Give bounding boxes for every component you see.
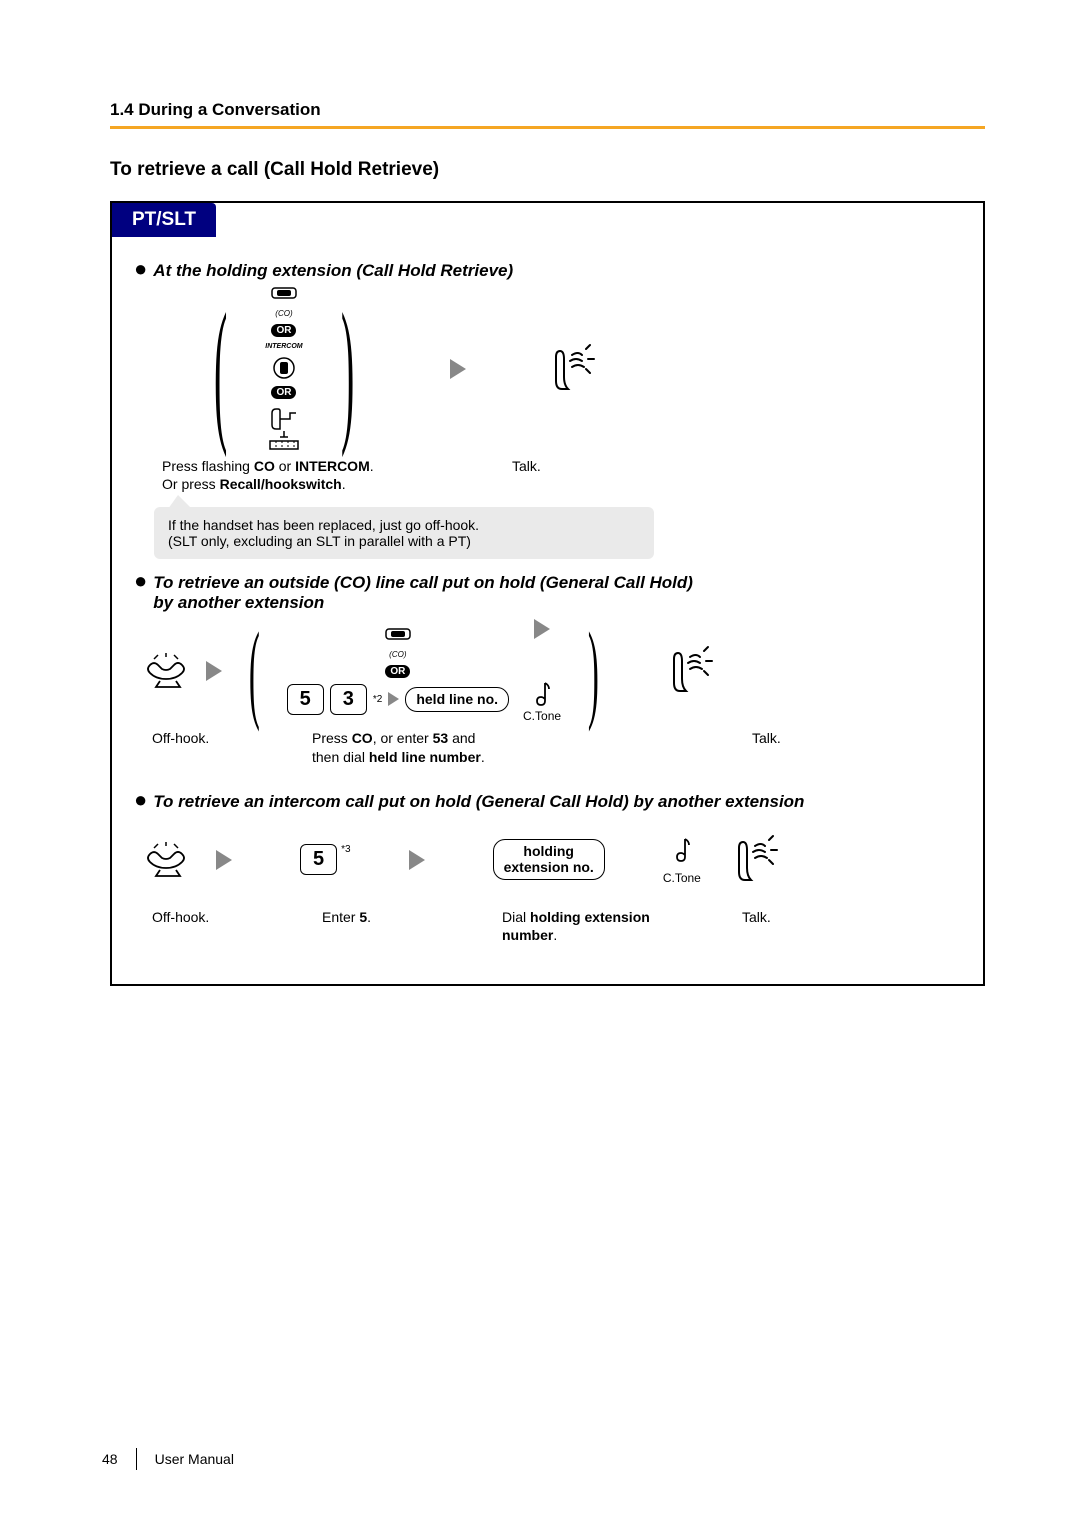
divider-orange (110, 126, 985, 129)
or-pill: OR (271, 386, 296, 399)
footer-label: User Manual (155, 1451, 234, 1467)
footnote-ref: *2 (373, 694, 382, 705)
note-line1: If the handset has been replaced, just g… (168, 517, 640, 533)
caption-dial-holding: Dial holding extensionnumber. (502, 908, 702, 944)
co-label: (CO) (389, 650, 406, 659)
button-options: (CO) OR INTERCOM OR (265, 287, 302, 451)
holding-ext-box: holdingextension no. (493, 839, 605, 880)
held-line-box: held line no. (405, 687, 509, 712)
bullet-icon: ● (134, 792, 147, 808)
talk-icon (725, 832, 781, 888)
bullet-icon: ● (134, 573, 147, 589)
bubble-pointer-icon (168, 495, 192, 509)
paren-open-icon: ( (249, 633, 260, 710)
note-bubble: If the handset has been replaced, just g… (154, 507, 654, 559)
section3-title: ● To retrieve an intercom call put on ho… (134, 792, 961, 812)
arrow-icon (534, 619, 550, 639)
arrow-icon (450, 359, 466, 379)
caption-enter5: Enter 5. (322, 908, 462, 944)
ctone-label: C.Tone (663, 871, 701, 885)
arrow-icon (216, 850, 232, 870)
caption-offhook: Off-hook. (152, 729, 272, 765)
caption-press-co: Press CO, or enter 53 and then dial held… (312, 729, 572, 765)
page-number: 48 (102, 1451, 118, 1467)
arrow-icon (388, 692, 399, 706)
offhook-icon (144, 651, 192, 691)
page: 1.4 During a Conversation To retrieve a … (0, 0, 1080, 1528)
co-label: (CO) (275, 309, 292, 318)
intercom-label: INTERCOM (265, 343, 302, 350)
offhook-icon (144, 840, 192, 880)
section2-title: ● To retrieve an outside (CO) line call … (134, 573, 961, 613)
caption-talk: Talk. (752, 729, 781, 765)
talk-icon (542, 341, 598, 397)
talk-icon (660, 643, 716, 699)
paren-close-icon: ) (341, 313, 354, 425)
digit-3: 3 (330, 684, 367, 715)
section1-title: ● At the holding extension (Call Hold Re… (134, 261, 961, 281)
caption-offhook: Off-hook. (152, 908, 282, 944)
digit-5: 5 (300, 844, 337, 875)
hookswitch-icon (266, 405, 302, 451)
paren-open-icon: ( (214, 313, 227, 425)
section-header: 1.4 During a Conversation (110, 100, 985, 120)
bullet-icon: ● (134, 261, 147, 277)
co-button-icon (385, 628, 411, 644)
footnote-ref: *3 (341, 844, 350, 855)
caption-press-flashing: Press flashing CO or INTERCOM. Or press … (162, 457, 442, 493)
page-subtitle: To retrieve a call (Call Hold Retrieve) (110, 159, 985, 181)
or-pill: OR (385, 665, 410, 678)
tab-ptslt: PT/SLT (112, 203, 216, 237)
procedure-box: PT/SLT ● At the holding extension (Call … (110, 201, 985, 986)
music-note-icon (671, 835, 693, 865)
caption-talk: Talk. (512, 457, 541, 493)
arrow-icon (409, 850, 425, 870)
co-button-icon (271, 287, 297, 303)
page-footer: 48 User Manual (102, 1448, 234, 1470)
ctone-label: C.Tone (523, 709, 561, 723)
arrow-icon (206, 661, 222, 681)
paren-close-icon: ) (588, 633, 599, 710)
note-line2: (SLT only, excluding an SLT in parallel … (168, 533, 640, 549)
intercom-button-icon (272, 356, 296, 380)
footer-divider (136, 1448, 137, 1470)
music-note-icon (531, 679, 553, 709)
digit-5: 5 (287, 684, 324, 715)
caption-talk: Talk. (742, 908, 771, 944)
or-pill: OR (271, 324, 296, 337)
